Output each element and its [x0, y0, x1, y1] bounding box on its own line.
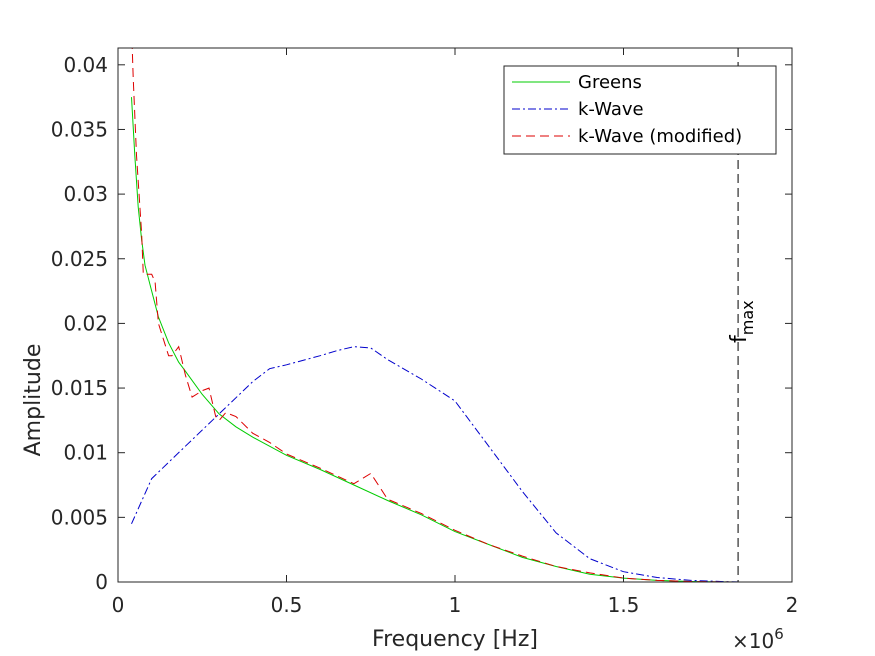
x-axis-title: Frequency [Hz]	[372, 627, 538, 652]
fmax-label: fmax	[727, 300, 757, 343]
y-tick-label: 0.025	[51, 247, 108, 271]
series-line-2	[131, 48, 739, 582]
legend-label-0: Greens	[578, 72, 642, 93]
x-tick-label: 1	[449, 593, 462, 617]
x-tick-label: 1.5	[608, 593, 640, 617]
y-tick-label: 0.04	[63, 53, 108, 77]
x-tick-label: 2	[786, 593, 799, 617]
fmax-label-sub: max	[738, 300, 757, 335]
legend-box	[503, 65, 777, 155]
legend-label-2: k-Wave (modified)	[578, 126, 742, 147]
y-tick-label: 0.015	[51, 376, 108, 400]
x-tick-label: 0	[112, 593, 125, 617]
x-axis-multiplier: ×106	[732, 625, 784, 653]
x-tick-label: 0.5	[271, 593, 303, 617]
legend: Greens k-Wave k-Wave (modified)	[503, 65, 777, 155]
y-tick-label: 0.01	[63, 441, 108, 465]
y-tick-label: 0.035	[51, 117, 108, 141]
y-tick-label: 0	[95, 570, 108, 594]
legend-label-1: k-Wave	[578, 99, 644, 120]
y-tick-label: 0.02	[63, 311, 108, 335]
fmax-label-main: f	[727, 334, 752, 343]
x-axis-multiplier-base: ×10	[732, 629, 774, 653]
series-line-0	[131, 97, 739, 582]
y-tick-label: 0.03	[63, 182, 108, 206]
y-axis-title: Amplitude	[21, 344, 46, 457]
x-axis-multiplier-exponent: 6	[774, 625, 784, 643]
series-layer	[131, 48, 739, 582]
ticks-layer: 0 0.5 1 1.5 2 0 0.005 0.01 0.015 0.02 0.025 0.03 0.0…	[51, 48, 799, 617]
y-tick-label: 0.005	[51, 505, 108, 529]
